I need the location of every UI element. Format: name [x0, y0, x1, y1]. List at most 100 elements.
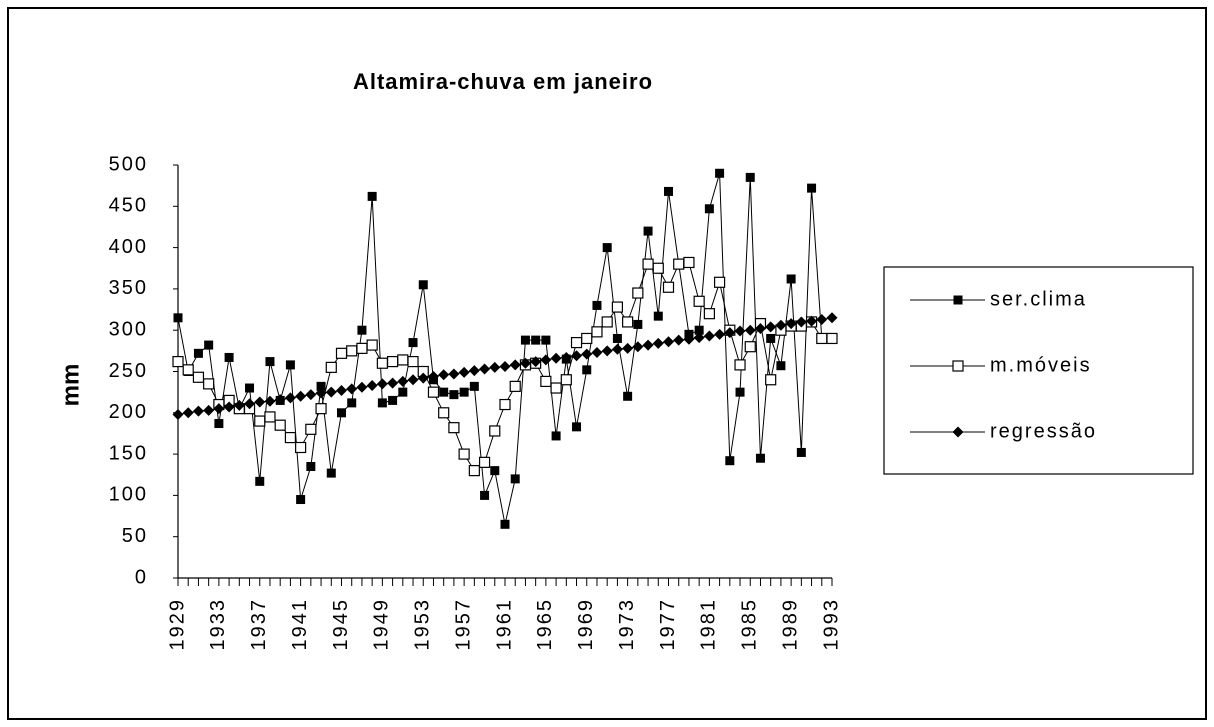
marker [468, 465, 480, 477]
marker [662, 281, 675, 293]
x-tick-label: 1993 [820, 598, 842, 651]
marker [255, 476, 265, 486]
x-tick-label: 1985 [739, 598, 761, 651]
marker [254, 415, 266, 427]
marker [245, 383, 255, 393]
marker [203, 378, 215, 390]
marker [642, 339, 654, 351]
marker [469, 381, 479, 391]
marker [204, 340, 214, 350]
x-tick-label: 1957 [452, 598, 474, 651]
marker [427, 386, 440, 398]
x-tick-label: 1969 [575, 598, 597, 651]
y-tick-label: 500 [109, 153, 148, 175]
marker [315, 403, 327, 415]
y-tick-label: 400 [109, 236, 148, 258]
y-tick-label: 100 [109, 484, 148, 506]
x-tick-label: 1989 [779, 598, 801, 651]
marker [356, 381, 368, 393]
marker [550, 352, 562, 364]
marker [489, 425, 501, 437]
marker [182, 407, 194, 419]
marker [438, 407, 450, 419]
marker [509, 380, 521, 392]
marker [952, 360, 964, 372]
legend-label: m.móveis [990, 354, 1092, 376]
y-tick-label: 350 [109, 277, 148, 299]
marker [274, 394, 286, 406]
marker [377, 398, 387, 408]
marker [490, 466, 500, 476]
marker [509, 359, 521, 371]
marker [346, 345, 358, 357]
marker [953, 295, 963, 305]
marker [366, 380, 378, 392]
marker [703, 308, 715, 320]
marker [592, 300, 602, 310]
marker [744, 324, 756, 336]
marker [715, 168, 725, 178]
marker [663, 336, 674, 348]
marker [683, 256, 695, 269]
y-tick-label: 250 [109, 360, 148, 382]
y-axis-label: mm [57, 364, 84, 407]
marker [203, 404, 215, 416]
marker [754, 323, 766, 335]
marker [284, 431, 297, 444]
marker [223, 401, 235, 413]
marker [337, 408, 346, 418]
marker [572, 422, 582, 432]
marker [612, 333, 622, 343]
marker [173, 313, 183, 323]
marker [264, 395, 276, 407]
marker [570, 336, 583, 349]
marker [386, 355, 399, 368]
marker [775, 319, 787, 331]
marker [316, 381, 326, 391]
y-tick-label: 300 [109, 318, 148, 340]
marker [693, 295, 705, 307]
marker [664, 186, 673, 196]
marker [439, 387, 449, 397]
marker [611, 343, 623, 355]
marker [806, 315, 818, 327]
marker [296, 495, 306, 505]
marker [653, 311, 663, 321]
marker [459, 387, 469, 397]
marker [530, 356, 542, 368]
marker [713, 276, 726, 288]
marker [643, 226, 653, 236]
marker [407, 374, 419, 386]
marker [192, 371, 205, 383]
marker [519, 357, 531, 369]
marker [468, 365, 480, 377]
marker [224, 352, 234, 362]
marker [172, 408, 184, 420]
marker [673, 334, 685, 346]
marker [725, 456, 735, 466]
legend-label: ser.clima [990, 288, 1087, 310]
chart-title: Altamira-chuva em janeiro [353, 69, 653, 94]
marker [693, 332, 705, 344]
marker [398, 387, 408, 397]
marker [632, 287, 644, 299]
marker [448, 368, 460, 380]
marker [172, 355, 184, 368]
marker [826, 332, 838, 345]
x-tick-label: 1973 [616, 598, 638, 651]
marker [285, 360, 295, 370]
marker [540, 354, 552, 366]
marker [356, 342, 368, 354]
y-tick-label: 0 [135, 566, 148, 588]
marker [652, 262, 664, 274]
marker [388, 395, 398, 405]
legend-label: regressão [990, 420, 1097, 442]
marker [591, 347, 603, 359]
marker [264, 411, 276, 423]
marker [520, 335, 530, 345]
marker [499, 398, 511, 411]
marker [427, 370, 439, 382]
marker [336, 384, 347, 396]
marker [295, 441, 307, 454]
